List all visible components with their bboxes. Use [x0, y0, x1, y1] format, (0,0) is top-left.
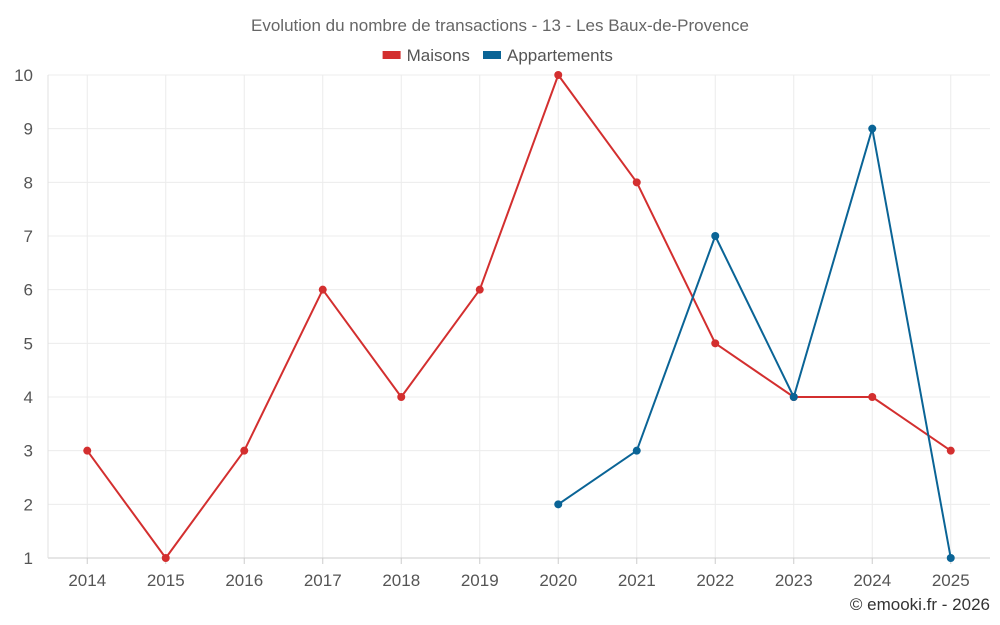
- y-tick-label: 1: [24, 549, 33, 568]
- x-tick-label: 2019: [461, 571, 499, 590]
- y-tick-label: 2: [24, 495, 33, 514]
- data-point-appartements[interactable]: [868, 124, 877, 133]
- data-point-appartements[interactable]: [632, 446, 641, 455]
- legend-swatch-maisons: [382, 51, 401, 59]
- data-point-maisons[interactable]: [318, 285, 327, 294]
- x-tick-label: 2017: [304, 571, 342, 590]
- y-tick-label: 6: [24, 281, 33, 300]
- y-tick-label: 5: [24, 334, 33, 353]
- y-tick-label: 10: [14, 66, 33, 85]
- credit-text: © emooki.fr - 2026: [850, 595, 990, 614]
- x-tick-label: 2020: [539, 571, 577, 590]
- data-point-maisons[interactable]: [397, 393, 406, 401]
- x-tick-label: 2023: [775, 571, 813, 590]
- chart-title: Evolution du nombre de transactions - 13…: [251, 16, 749, 35]
- data-point-appartements[interactable]: [554, 500, 563, 509]
- data-point-maisons[interactable]: [83, 446, 92, 455]
- data-point-maisons[interactable]: [946, 446, 955, 455]
- grid: [48, 74, 990, 558]
- x-tick-label: 2018: [382, 571, 420, 590]
- x-tick-label: 2021: [618, 571, 656, 590]
- series: [83, 71, 955, 562]
- y-tick-label: 3: [24, 442, 33, 461]
- series-line-appartements: [557, 127, 952, 559]
- x-tick-label: 2015: [147, 571, 185, 590]
- series-line-maisons: [86, 74, 952, 559]
- data-point-maisons[interactable]: [711, 339, 720, 348]
- x-tick-label: 2014: [68, 571, 106, 590]
- x-tick-label: 2025: [932, 571, 970, 590]
- legend-item-appartements[interactable]: Appartements: [483, 46, 613, 65]
- axes: 1 2 3 4 5 6 7 8 9 10 2014 2015 2016 2017 2018 2019 2020 2…: [14, 66, 990, 590]
- data-point-maisons[interactable]: [632, 178, 641, 187]
- data-point-maisons[interactable]: [554, 71, 563, 79]
- y-tick-label: 8: [24, 173, 33, 192]
- y-tick-label: 9: [24, 120, 33, 139]
- data-point-maisons[interactable]: [240, 446, 249, 455]
- data-point-maisons[interactable]: [475, 285, 484, 294]
- data-point-appartements[interactable]: [789, 393, 798, 401]
- x-tick-label: 2022: [696, 571, 734, 590]
- legend-swatch-appartements: [483, 51, 501, 59]
- data-point-maisons[interactable]: [161, 554, 170, 562]
- y-tick-label: 4: [24, 388, 33, 407]
- x-tick-label: 2016: [225, 571, 263, 590]
- y-tick-label: 7: [24, 227, 33, 246]
- legend-label-appartements: Appartements: [507, 46, 613, 65]
- data-point-appartements[interactable]: [711, 232, 720, 240]
- legend[interactable]: Maisons Appartements: [382, 46, 613, 65]
- data-point-maisons[interactable]: [868, 393, 877, 401]
- x-tick-label: 2024: [853, 571, 891, 590]
- legend-item-maisons[interactable]: Maisons: [382, 46, 470, 65]
- legend-label-maisons: Maisons: [407, 46, 470, 65]
- data-point-appartements[interactable]: [946, 554, 955, 562]
